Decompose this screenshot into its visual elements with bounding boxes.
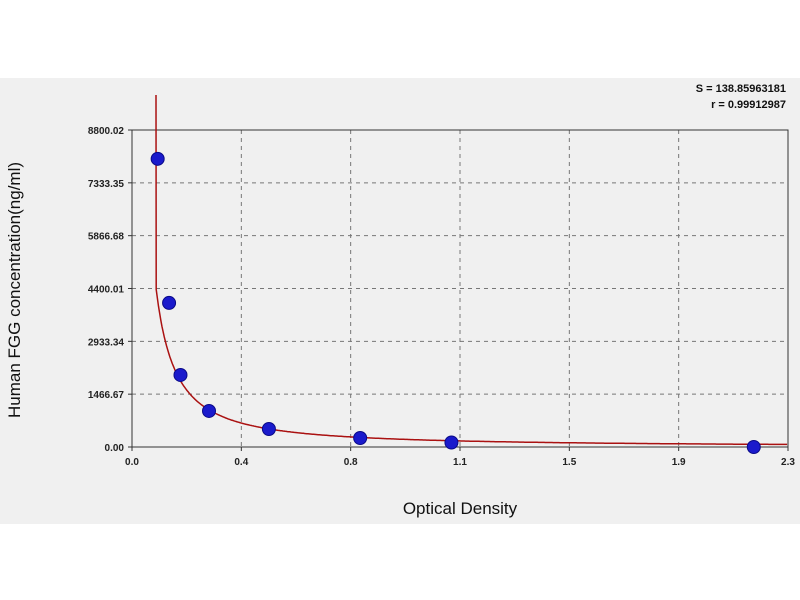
data-point — [162, 295, 177, 310]
x-tick-label: 1.9 — [672, 457, 686, 468]
x-tick-label: 0.0 — [125, 457, 139, 468]
data-point — [261, 421, 276, 436]
data-point — [746, 440, 761, 454]
data-point — [173, 367, 188, 382]
x-tick-label: 1.5 — [562, 457, 576, 468]
chart-panel — [0, 78, 800, 524]
s-statistic: S = 138.85963181 — [696, 83, 786, 95]
x-tick-label: 0.8 — [344, 457, 358, 468]
x-tick-label: 0.4 — [234, 457, 248, 468]
data-point — [150, 151, 165, 166]
x-tick-label: 1.1 — [453, 457, 467, 468]
x-axis: 0.0 0.4 0.8 1.1 1.5 1.9 2.3 — [125, 447, 795, 468]
y-tick-label: 7333.35 — [88, 179, 125, 190]
fit-curve — [155, 94, 788, 446]
y-tick-label: 0.00 — [105, 443, 125, 454]
data-points — [150, 151, 761, 454]
y-tick-label: 4400.01 — [88, 285, 125, 296]
r-statistic: r = 0.99912987 — [711, 99, 786, 111]
x-axis-label: Optical Density — [403, 499, 518, 518]
grid — [132, 130, 788, 447]
y-axis: 0.00 1466.67 2933.34 4400.01 5866.68 7333.35 8… — [88, 126, 132, 454]
data-point — [353, 430, 368, 445]
x-tick-label: 2.3 — [781, 457, 795, 468]
data-point — [444, 435, 459, 450]
data-point — [202, 403, 217, 418]
y-tick-label: 2933.34 — [88, 337, 125, 348]
y-tick-label: 8800.02 — [88, 126, 125, 137]
y-axis-label: Human FGG concentration(ng/ml) — [5, 162, 24, 418]
y-tick-label: 5866.68 — [88, 232, 125, 243]
y-tick-label: 1466.67 — [88, 390, 125, 401]
